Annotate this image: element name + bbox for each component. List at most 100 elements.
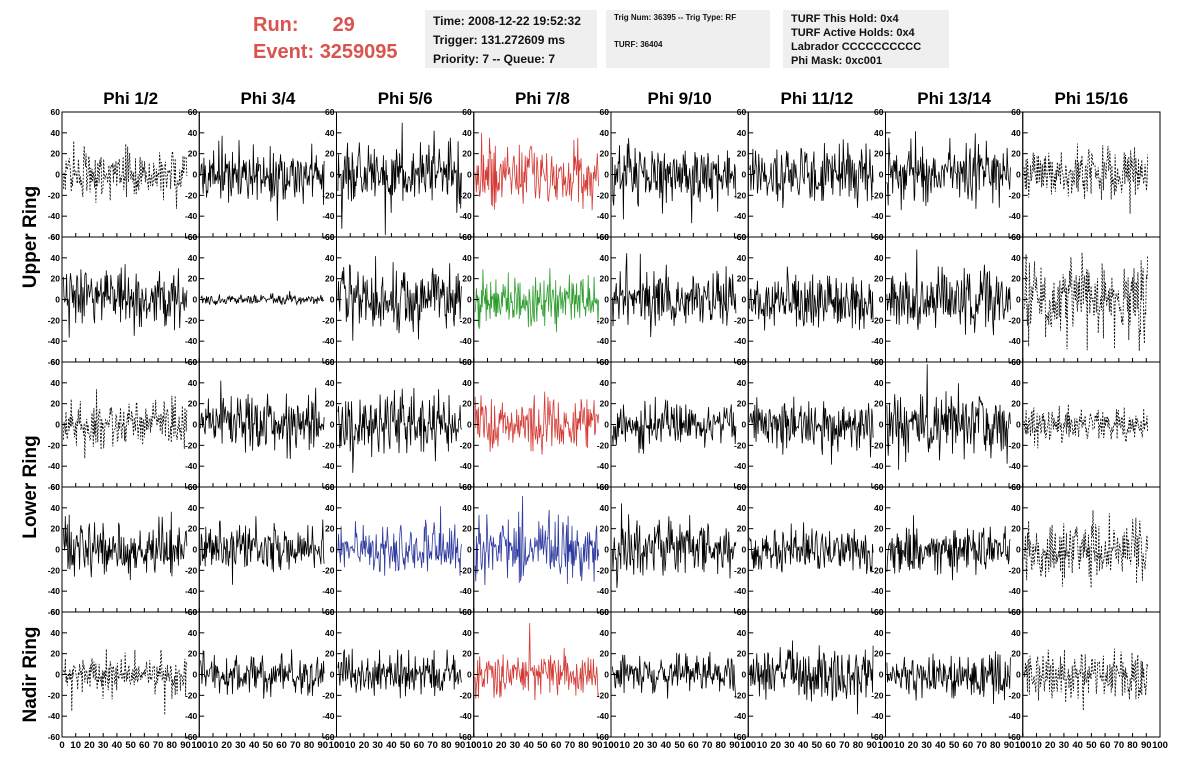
y-tick-label: 60 [600, 107, 610, 117]
x-tick-label: 10 [208, 740, 219, 751]
y-tick-label: -40 [734, 336, 747, 346]
y-tick-label: 60 [600, 232, 610, 242]
y-tick-label: 60 [188, 107, 198, 117]
x-tick-label: 10 [619, 740, 630, 751]
waveform-trace [1023, 404, 1148, 449]
x-tick-label: 50 [537, 740, 548, 751]
labrador-text: Labrador CCCCCCCCCC [791, 41, 922, 53]
trig-num-text: Trig Num: 36395 -- Trig Type: RF [614, 13, 737, 22]
panel-frame [473, 486, 612, 613]
waveform-trace [200, 135, 325, 221]
x-tick-label: 20 [84, 740, 95, 751]
y-tick-label: -40 [1008, 336, 1021, 346]
waveform-trace [749, 522, 874, 574]
y-tick-label: -40 [1008, 211, 1021, 221]
y-tick-label: -20 [734, 690, 747, 700]
y-tick-label: -20 [185, 315, 198, 325]
y-tick-label: 60 [462, 107, 472, 117]
x-tick-label: 70 [290, 740, 301, 751]
x-tick-label: 60 [1100, 740, 1111, 751]
column-title: Phi 13/14 [917, 89, 991, 108]
time-text: Time: 2008-12-22 19:52:32 [433, 14, 581, 28]
y-tick-label: 40 [325, 128, 335, 138]
y-tick-label: -20 [1008, 315, 1021, 325]
y-tick-label: -20 [322, 190, 335, 200]
y-tick-label: 60 [737, 357, 747, 367]
waveform-trace [612, 503, 737, 589]
event-label: Event: [253, 41, 315, 63]
y-tick-label: 40 [600, 503, 610, 513]
y-tick-label: 60 [874, 107, 884, 117]
x-tick-label: 0 [471, 740, 476, 751]
x-tick-label: 80 [167, 740, 178, 751]
y-tick-label: -20 [185, 565, 198, 575]
y-tick-label: 40 [188, 253, 198, 263]
y-tick-label: 20 [462, 524, 472, 534]
y-tick-label: 0 [879, 545, 884, 555]
y-tick-label: 0 [55, 295, 60, 305]
waveform-trace [337, 648, 462, 699]
y-tick-label: 0 [604, 670, 609, 680]
y-tick-label: 60 [874, 607, 884, 617]
y-tick-label: 40 [188, 503, 198, 513]
y-tick-label: -20 [1008, 565, 1021, 575]
y-tick-label: -20 [48, 190, 61, 200]
y-tick-label: 40 [1011, 253, 1021, 263]
x-tick-label: 0 [334, 740, 339, 751]
y-tick-label: -40 [871, 336, 884, 346]
y-tick-label: 40 [1011, 503, 1021, 513]
y-tick-label: -20 [597, 315, 610, 325]
y-tick-label: 20 [51, 274, 61, 284]
y-tick-label: 20 [325, 274, 335, 284]
y-tick-label: -40 [597, 336, 610, 346]
y-tick-label: 20 [874, 524, 884, 534]
x-tick-label: 40 [249, 740, 260, 751]
x-tick-label: 0 [59, 740, 64, 751]
x-tick-label: 70 [153, 740, 164, 751]
y-tick-label: -20 [48, 440, 61, 450]
waveform-trace [63, 649, 188, 716]
x-tick-label: 10 [894, 740, 905, 751]
x-tick-label: 60 [414, 740, 425, 751]
x-tick-label: 80 [578, 740, 589, 751]
y-tick-label: 20 [51, 149, 61, 159]
y-tick-label: 60 [1011, 357, 1021, 367]
y-tick-label: 20 [462, 399, 472, 409]
ring-label: Lower Ring [20, 435, 41, 538]
y-tick-label: 0 [742, 545, 747, 555]
x-tick-label: 90 [729, 740, 740, 751]
y-tick-label: 60 [188, 357, 198, 367]
ring-label: Nadir Ring [20, 626, 41, 722]
panel-frame [61, 611, 200, 738]
waveform-trace [749, 266, 874, 331]
waveform-trace [474, 391, 599, 455]
y-tick-label: 40 [874, 253, 884, 263]
y-tick-label: -20 [48, 690, 61, 700]
y-tick-label: 20 [325, 649, 335, 659]
waveform-trace [612, 651, 737, 699]
x-tick-label: 60 [963, 740, 974, 751]
y-tick-label: 60 [600, 482, 610, 492]
y-tick-label: -20 [459, 190, 472, 200]
y-tick-label: 0 [1016, 545, 1021, 555]
y-tick-label: 20 [188, 399, 198, 409]
y-tick-label: -20 [597, 190, 610, 200]
time-info-box: Time: 2008-12-22 19:52:32 Trigger: 131.2… [425, 10, 597, 68]
y-tick-label: -20 [459, 565, 472, 575]
x-tick-label: 70 [976, 740, 987, 751]
y-tick-label: -40 [459, 711, 472, 721]
y-tick-label: 20 [188, 524, 198, 534]
turf-text: TURF: 36404 [614, 40, 663, 49]
y-tick-label: 0 [55, 670, 60, 680]
x-tick-label: 90 [180, 740, 191, 751]
y-tick-label: 60 [51, 107, 61, 117]
y-tick-label: -20 [597, 690, 610, 700]
x-tick-label: 100 [329, 740, 345, 751]
ring-label: Upper Ring [20, 186, 41, 288]
x-tick-label: 30 [235, 740, 246, 751]
waveform-trace [337, 387, 462, 473]
x-tick-label: 80 [441, 740, 452, 751]
y-tick-label: 60 [600, 607, 610, 617]
y-tick-label: 0 [742, 170, 747, 180]
y-tick-label: -40 [734, 211, 747, 221]
